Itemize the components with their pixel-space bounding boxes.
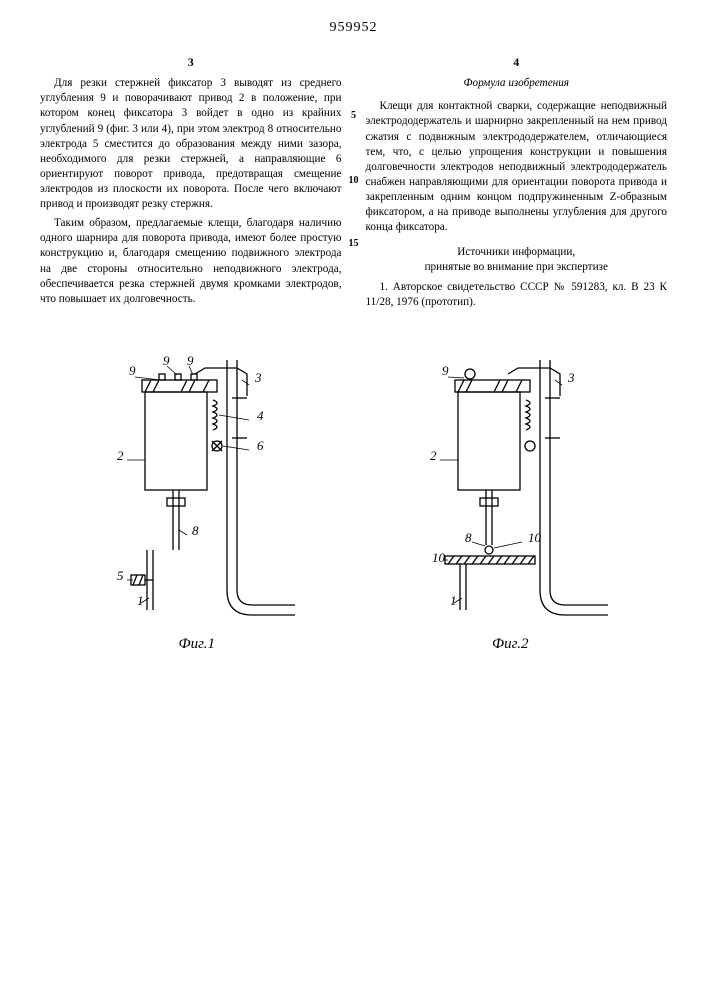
- right-page-number: 4: [366, 54, 668, 70]
- figure-1-svg: 9 9 9 3 4 6 2 8 5 1: [97, 350, 297, 630]
- svg-text:9: 9: [442, 363, 449, 378]
- line-marker-5: 5: [351, 110, 356, 121]
- svg-text:6: 6: [257, 438, 264, 453]
- svg-text:9: 9: [163, 353, 170, 368]
- claim-text: Клещи для контактной сварки, содержащие …: [366, 100, 668, 233]
- svg-text:1: 1: [450, 593, 457, 608]
- svg-text:5: 5: [117, 568, 124, 583]
- figure-1: 9 9 9 3 4 6 2 8 5 1 Фиг.1: [97, 350, 297, 653]
- svg-text:9: 9: [129, 363, 136, 378]
- svg-text:1: 1: [137, 593, 144, 608]
- sources-text: 1. Авторское свидетельство СССР № 591283…: [366, 280, 668, 310]
- figure-2-svg: 9 3 2 8 10 10 1: [410, 350, 610, 630]
- svg-text:10: 10: [432, 550, 446, 565]
- left-paragraph-2: Таким образом, предлагаемые клещи, благо…: [40, 216, 342, 307]
- svg-text:2: 2: [117, 448, 124, 463]
- figure-2: 9 3 2 8 10 10 1 Фиг.2: [410, 350, 610, 653]
- right-paragraph-1: Клещи для контактной сварки, содержащие …: [366, 99, 668, 235]
- figure-2-caption: Фиг.2: [410, 636, 610, 653]
- right-column: 4 Формула изобретения Клещи для контактн…: [366, 54, 668, 314]
- svg-text:10: 10: [528, 530, 542, 545]
- left-page-number: 3: [40, 54, 342, 70]
- svg-text:8: 8: [192, 523, 199, 538]
- figures-row: 9 9 9 3 4 6 2 8 5 1 Фиг.1: [40, 350, 667, 653]
- svg-text:2: 2: [430, 448, 437, 463]
- svg-text:3: 3: [254, 370, 262, 385]
- sources-title: Источники информации, принятые во вниман…: [366, 245, 668, 275]
- patent-page: 959952 3 Для резки стержней фиксатор 3 в…: [0, 0, 707, 1000]
- left-paragraph-1: Для резки стержней фиксатор 3 выводят из…: [40, 76, 342, 212]
- figure-1-caption: Фиг.1: [97, 636, 297, 653]
- svg-text:9: 9: [187, 353, 194, 368]
- line-marker-15: 15: [349, 238, 359, 249]
- claims-title: Формула изобретения: [366, 76, 668, 91]
- svg-text:4: 4: [257, 408, 264, 423]
- svg-text:3: 3: [567, 370, 575, 385]
- patent-number: 959952: [40, 20, 667, 36]
- svg-text:8: 8: [465, 530, 472, 545]
- line-marker-10: 10: [349, 175, 359, 186]
- left-column: 3 Для резки стержней фиксатор 3 выводят …: [40, 54, 342, 314]
